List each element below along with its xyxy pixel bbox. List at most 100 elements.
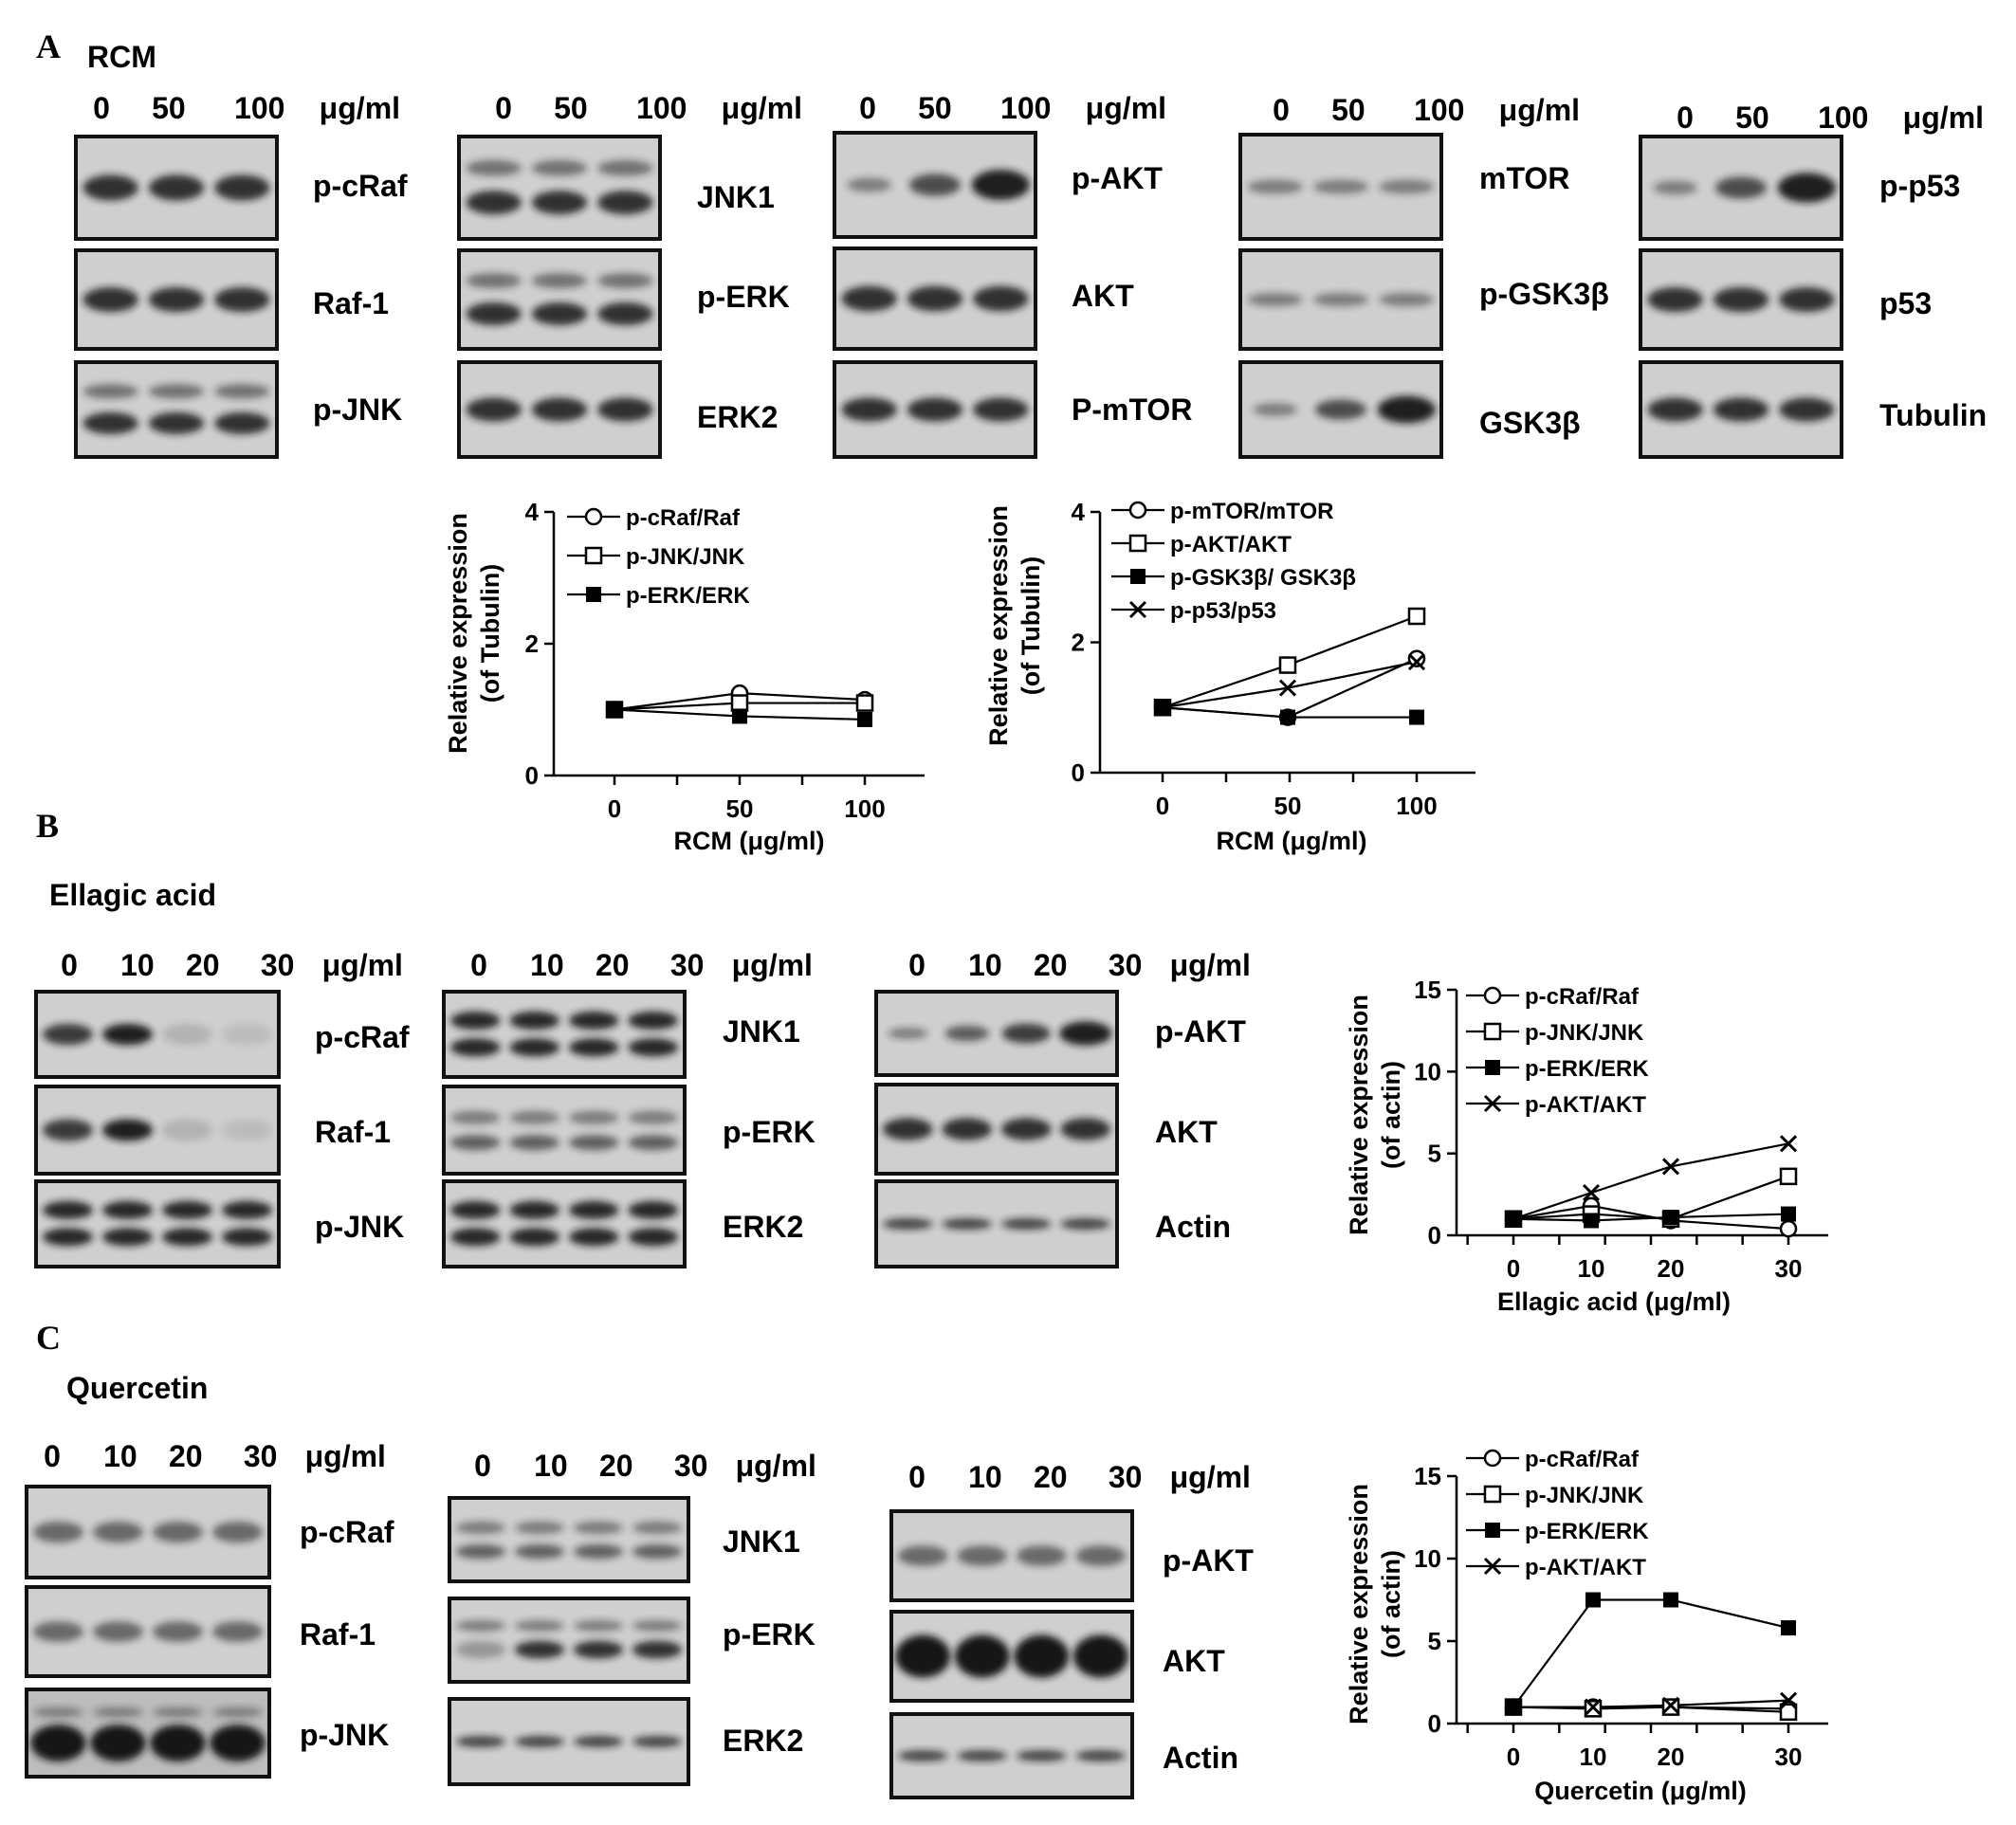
western-blot bbox=[1639, 248, 1843, 351]
dose-label: 20 bbox=[1033, 948, 1068, 982]
dose-unit: μg/ml bbox=[731, 948, 813, 982]
blot-background bbox=[78, 364, 275, 455]
x-tick-label: 0 bbox=[1507, 1254, 1520, 1283]
cross-stroke bbox=[1584, 1698, 1603, 1716]
blot-image bbox=[461, 364, 658, 455]
blot-label: p-JNK bbox=[300, 1718, 390, 1752]
legend-label: p-cRaf/Raf bbox=[1525, 1447, 1640, 1472]
blot-image bbox=[28, 1488, 267, 1576]
series-line bbox=[1512, 1598, 1789, 1708]
dose-label: 10 bbox=[120, 948, 155, 982]
blot-band bbox=[93, 1621, 143, 1642]
blot-band bbox=[942, 1118, 992, 1141]
cross-stroke bbox=[1407, 653, 1426, 671]
dose-unit: μg/ml bbox=[1085, 91, 1167, 125]
blot-image bbox=[836, 364, 1034, 455]
data-point bbox=[732, 708, 747, 724]
western-blot bbox=[1639, 360, 1843, 459]
y-tick-label: 10 bbox=[1414, 1057, 1441, 1086]
blot-band bbox=[455, 1544, 506, 1560]
blot-label: p-GSK3β bbox=[1479, 277, 1609, 311]
dose-label: 50 bbox=[152, 91, 186, 125]
blot-band bbox=[153, 1521, 203, 1543]
blot-image bbox=[1242, 137, 1439, 237]
blot-label: Tubulin bbox=[1879, 398, 1988, 432]
blot-band bbox=[148, 174, 205, 201]
blot-band bbox=[531, 191, 588, 215]
blot-band bbox=[150, 1725, 206, 1761]
x-tick-label: 10 bbox=[1580, 1743, 1607, 1771]
y-tick-label: 2 bbox=[1072, 629, 1085, 657]
dose-label: 0 bbox=[1273, 93, 1290, 127]
data-point bbox=[1485, 1523, 1500, 1538]
x-axis-label: RCM (μg/ml) bbox=[1217, 827, 1367, 855]
blot-band bbox=[466, 159, 522, 176]
x-tick-label: 10 bbox=[1578, 1254, 1605, 1283]
dose-label: 50 bbox=[1331, 93, 1365, 127]
x-tick-label: 20 bbox=[1658, 1743, 1685, 1771]
blot-band bbox=[214, 384, 270, 399]
x-tick-label: 100 bbox=[1396, 792, 1437, 820]
blot-band bbox=[43, 1119, 93, 1141]
blot-band bbox=[222, 1119, 272, 1141]
data-point bbox=[1779, 1135, 1798, 1153]
blot-band bbox=[1247, 179, 1303, 194]
blot-band bbox=[162, 1200, 212, 1219]
western-blot bbox=[34, 990, 281, 1079]
data-point bbox=[1128, 501, 1147, 520]
blot-image bbox=[878, 1086, 1115, 1172]
data-point bbox=[1779, 1703, 1798, 1722]
western-blot bbox=[74, 248, 279, 351]
blot-image bbox=[78, 364, 275, 455]
blot-band bbox=[597, 302, 653, 325]
dose-header-a3: 0 50 100 μg/ml bbox=[1267, 93, 1580, 128]
data-point bbox=[584, 507, 603, 526]
treatment-label-rcm: RCM bbox=[87, 40, 156, 74]
western-blot bbox=[457, 360, 662, 459]
blot-band bbox=[573, 1620, 624, 1632]
blot-band bbox=[898, 1545, 948, 1566]
blot-band bbox=[1713, 397, 1769, 422]
blot-band bbox=[1653, 180, 1697, 195]
blot-band bbox=[1060, 1118, 1110, 1141]
dose-header-c2: 0 10 20 30 μg/ml bbox=[903, 1460, 1251, 1495]
blot-background bbox=[451, 1600, 687, 1680]
cross-stroke bbox=[1779, 1135, 1798, 1153]
blot-band bbox=[569, 1135, 619, 1151]
data-point bbox=[1409, 709, 1424, 725]
data-point bbox=[1128, 600, 1147, 619]
data-point bbox=[1585, 1592, 1601, 1608]
blot-band bbox=[1779, 287, 1835, 312]
data-point bbox=[1278, 679, 1297, 697]
y-tick-label: 5 bbox=[1428, 1627, 1441, 1655]
blot-label: JNK1 bbox=[723, 1524, 800, 1559]
dose-unit: μg/ml bbox=[721, 91, 803, 125]
blot-band bbox=[514, 1521, 565, 1535]
blot-band bbox=[1072, 1634, 1128, 1678]
data-point bbox=[1584, 1698, 1603, 1716]
y-tick-label: 10 bbox=[1414, 1544, 1441, 1573]
western-blot bbox=[874, 1179, 1119, 1268]
y-tick-label: 5 bbox=[1428, 1140, 1441, 1168]
blot-band bbox=[573, 1544, 624, 1560]
blot-band bbox=[973, 285, 1029, 312]
data-point bbox=[1584, 1213, 1599, 1229]
x-tick-label: 0 bbox=[1156, 792, 1169, 820]
dose-label: 0 bbox=[1677, 100, 1694, 135]
blot-band bbox=[102, 1119, 153, 1141]
blot-band bbox=[1715, 176, 1767, 199]
dose-header-a4: 0 50 100 μg/ml bbox=[1671, 100, 1984, 136]
data-point bbox=[1483, 1557, 1502, 1576]
dose-header-b2: 0 10 20 30 μg/ml bbox=[903, 948, 1251, 983]
dose-label: 30 bbox=[669, 948, 705, 982]
dose-label: 20 bbox=[1033, 1460, 1068, 1494]
data-point bbox=[857, 711, 872, 727]
data-point bbox=[586, 587, 601, 602]
legend-label: p-ERK/ERK bbox=[626, 583, 750, 609]
blot-band bbox=[514, 1544, 565, 1560]
dose-label: 30 bbox=[243, 1439, 278, 1473]
blot-label: JNK1 bbox=[697, 180, 775, 214]
blot-band bbox=[1312, 293, 1369, 306]
legend-label: p-JNK/JNK bbox=[626, 544, 745, 570]
